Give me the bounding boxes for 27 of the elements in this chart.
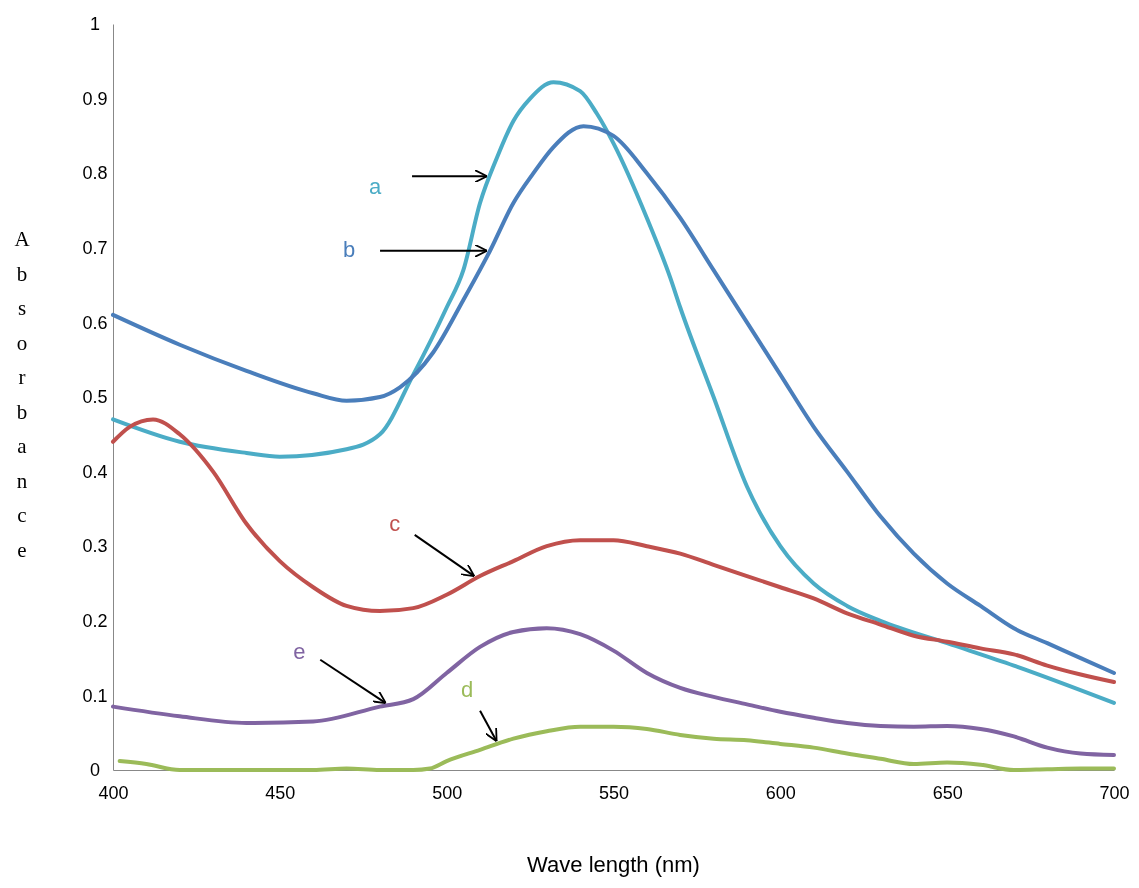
text: d	[460, 676, 474, 702]
y-tick-label: 0.2	[82, 611, 108, 632]
x-tick-label: 450	[265, 782, 296, 803]
y-tick-label: 0.3	[82, 536, 108, 557]
x-tick-label: 650	[932, 782, 963, 803]
x-axis-title: Wave length (nm)	[527, 852, 700, 877]
text: Absorbance	[14, 227, 30, 562]
text: c	[389, 510, 401, 536]
x-tick-label: 500	[432, 782, 463, 803]
x-tick-label: 550	[598, 782, 630, 803]
y-tick-label: 0.6	[82, 312, 108, 333]
text: a	[368, 174, 382, 199]
y-tick-label: 0.9	[82, 88, 108, 109]
y-tick-label: 1	[89, 14, 101, 35]
x-tick-label: 600	[765, 782, 796, 803]
y-tick-label: 0.5	[82, 387, 108, 408]
y-tick-label: 0.7	[82, 238, 108, 259]
x-tick-label: 400	[98, 782, 129, 803]
text: b	[342, 236, 356, 262]
line-series	[111, 626, 1116, 758]
x-tick-label: 700	[1099, 782, 1130, 803]
text: e	[293, 638, 306, 664]
y-tick-label: 0.8	[82, 163, 108, 184]
y-tick-label: 0.1	[82, 685, 108, 706]
y-tick-label: 0	[89, 760, 101, 781]
line-series	[117, 724, 1116, 772]
y-tick-label: 0.4	[82, 461, 108, 482]
